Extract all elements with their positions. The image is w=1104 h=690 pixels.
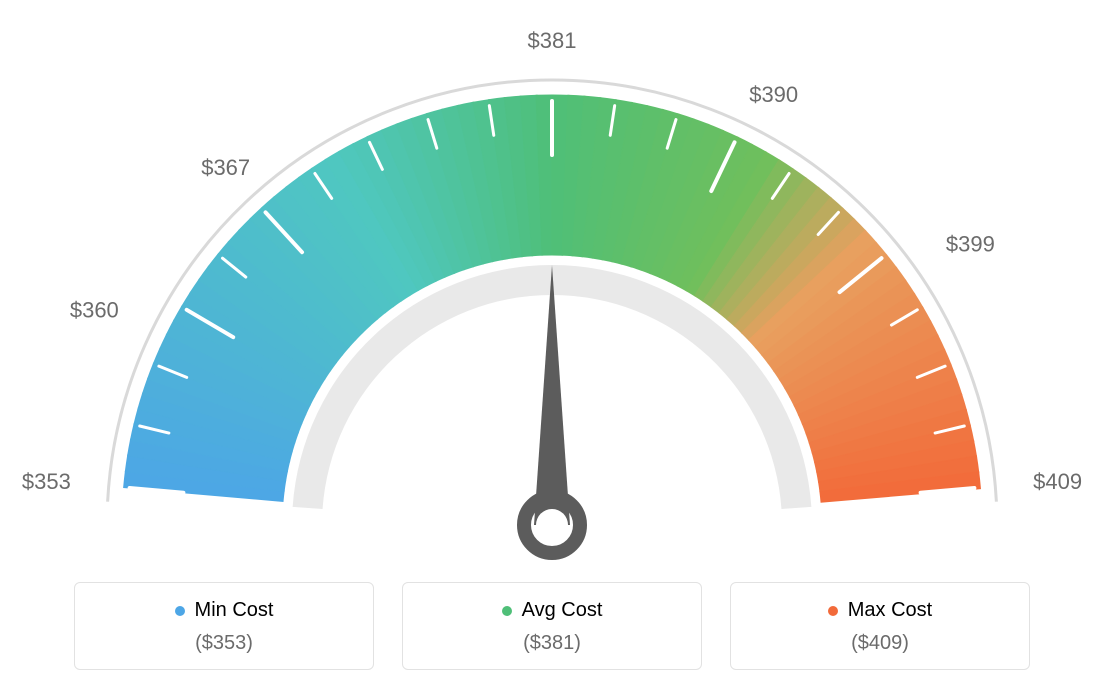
legend-dot-max: [828, 606, 838, 616]
gauge-tick-label: $409: [1033, 469, 1082, 494]
legend-card-max: Max Cost ($409): [730, 582, 1030, 670]
legend-card-min: Min Cost ($353): [74, 582, 374, 670]
chart-container: $353 $360 $367 $381 $390 $399 $409 Min Cost ($…: [0, 0, 1104, 690]
legend-label-max: Max Cost: [848, 599, 932, 622]
legend-dot-avg: [502, 606, 512, 616]
gauge-tick-label: $360: [70, 297, 119, 322]
legend-label-avg: Avg Cost: [522, 599, 603, 622]
legend-value-min: ($353): [85, 632, 363, 655]
gauge-tick-label: $390: [749, 82, 798, 107]
legend-value-max: ($409): [741, 632, 1019, 655]
gauge-svg: $353 $360 $367 $381 $390 $399 $409: [22, 20, 1082, 580]
legend-dot-min: [175, 606, 185, 616]
legend-label-min: Min Cost: [195, 599, 274, 622]
gauge-tick-label: $353: [22, 469, 71, 494]
gauge-area: $353 $360 $367 $381 $390 $399 $409: [0, 0, 1104, 560]
legend-title-min: Min Cost: [175, 599, 274, 622]
legend-row: Min Cost ($353) Avg Cost ($381) Max Cost…: [0, 582, 1104, 670]
gauge-needle: [534, 265, 570, 525]
gauge-tick-label: $381: [528, 28, 577, 53]
legend-value-avg: ($381): [413, 632, 691, 655]
gauge-tick-label: $367: [201, 155, 250, 180]
legend-card-avg: Avg Cost ($381): [402, 582, 702, 670]
legend-title-max: Max Cost: [828, 599, 932, 622]
gauge-tick-label: $399: [946, 232, 995, 257]
gauge-hub-inner: [536, 509, 568, 541]
legend-title-avg: Avg Cost: [502, 599, 603, 622]
